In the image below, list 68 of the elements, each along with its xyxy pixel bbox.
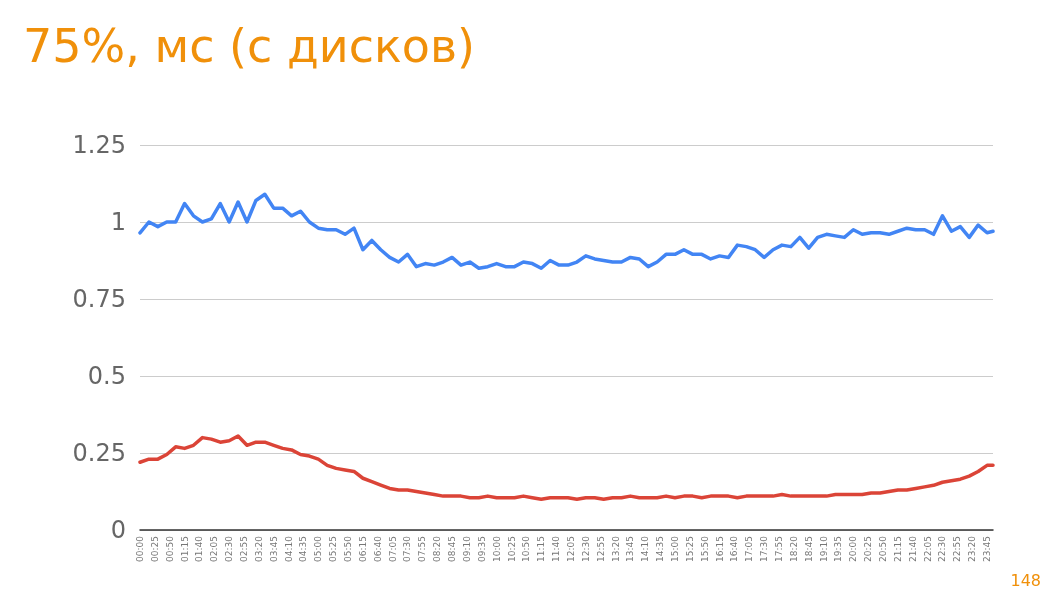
x-tick-label: 13:45: [625, 536, 636, 562]
text: 148: [1010, 570, 1042, 590]
x-tick-label: 14:35: [655, 536, 666, 562]
x-tick-label: 02:05: [209, 536, 220, 562]
x-tick-label: 08:45: [447, 536, 458, 562]
x-tick-label: 15:25: [684, 536, 695, 562]
x-tick-label: 18:45: [803, 536, 814, 562]
x-tick-label: 12:30: [580, 535, 591, 562]
y-tick-label: 0.25: [72, 439, 126, 467]
x-tick-label: 05:25: [328, 536, 339, 562]
x-tick-label: 12:05: [565, 536, 576, 562]
line-series: [138, 192, 995, 270]
x-tick-label: 22:55: [952, 536, 963, 562]
x-tick-label: 03:45: [268, 536, 279, 562]
x-tick-label: 00:50: [164, 535, 175, 562]
x-tick-label: 06:40: [372, 535, 383, 562]
chart-title: 75%, мс (с дисков): [23, 19, 475, 73]
line-series: [138, 434, 995, 501]
x-tick-label: 05:00: [313, 535, 324, 562]
y-tick-label: 1: [110, 208, 126, 236]
x-tick-label: 03:20: [253, 535, 264, 562]
y-tick-label: 0.5: [87, 362, 126, 390]
x-tick-label: 00:25: [149, 536, 160, 562]
x-tick-label: 04:10: [283, 535, 294, 562]
x-tick-label: 21:40: [907, 535, 918, 562]
x-tick-label: 06:15: [357, 536, 368, 562]
y-tick-label: 0: [110, 516, 126, 544]
x-tick-label: 15:50: [699, 535, 710, 562]
x-tick-label: 07:55: [417, 536, 428, 562]
x-tick-label: 05:50: [343, 535, 354, 562]
x-tick-label: 20:25: [863, 536, 874, 562]
x-tick-label: 19:10: [818, 535, 829, 562]
x-tick-label: 21:15: [892, 536, 903, 562]
x-tick-label: 17:05: [744, 536, 755, 562]
x-tick-label: 22:30: [937, 535, 948, 562]
x-tick-label: 11:40: [551, 535, 562, 562]
x-tick-label: 17:55: [774, 536, 785, 562]
x-tick-label: 14:10: [640, 535, 651, 562]
x-tick-label: 07:30: [402, 535, 413, 562]
x-tick-label: 12:55: [595, 536, 606, 562]
x-tick-label: 10:50: [521, 535, 532, 562]
x-tick-label: 20:00: [848, 535, 859, 562]
x-tick-label: 22:05: [922, 536, 933, 562]
x-tick-label: 18:20: [788, 535, 799, 562]
x-tick-label: 04:35: [298, 536, 309, 562]
x-tick-label: 23:20: [967, 535, 978, 562]
x-tick-label: 16:40: [729, 535, 740, 562]
y-tick-label: 1.25: [72, 131, 126, 159]
x-tick-label: 02:30: [224, 535, 235, 562]
x-tick-label: 13:20: [610, 535, 621, 562]
x-tick-label: 11:15: [536, 536, 547, 562]
x-tick-label: 10:00: [491, 535, 502, 562]
x-tick-label: 09:10: [461, 535, 472, 562]
x-tick-label: 02:55: [239, 536, 250, 562]
x-tick-label: 23:45: [982, 536, 993, 562]
x-tick-label: 00:00: [135, 535, 145, 562]
x-tick-label: 01:40: [194, 535, 205, 562]
x-tick-label: 09:35: [476, 536, 487, 562]
y-tick-label: 0.75: [72, 285, 126, 313]
x-tick-label: 19:35: [833, 536, 844, 562]
x-tick-label: 10:25: [506, 536, 517, 562]
x-tick-label: 08:20: [432, 535, 443, 562]
x-tick-label: 20:50: [878, 535, 889, 562]
x-tick-label: 01:15: [179, 536, 190, 562]
x-tick-label: 16:15: [714, 536, 725, 562]
x-tick-label: 07:05: [387, 536, 398, 562]
x-tick-label: 17:30: [759, 535, 770, 562]
x-tick-label: 15:00: [669, 535, 680, 562]
